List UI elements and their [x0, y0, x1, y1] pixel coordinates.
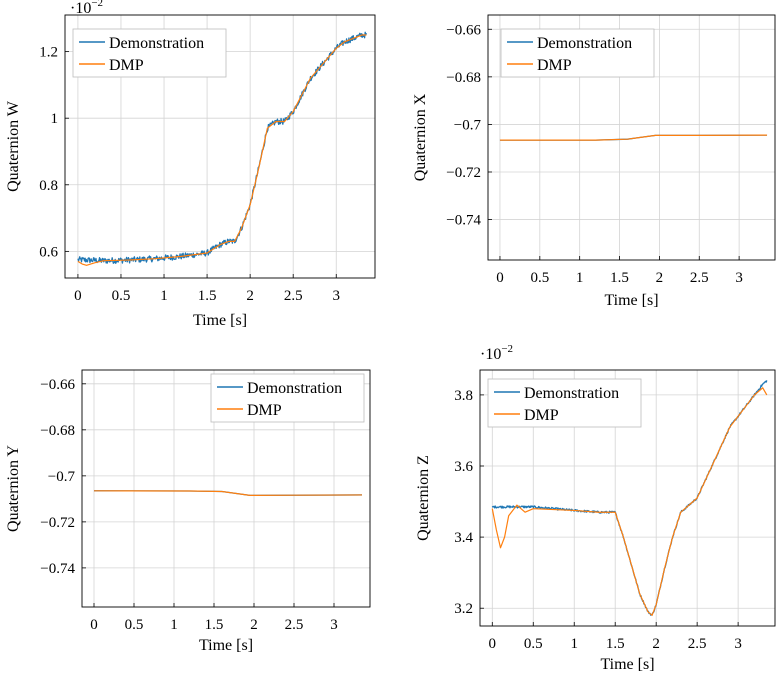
x-axis-label: Time [s] [604, 292, 658, 309]
y-tick-label: −0.74 [446, 213, 481, 229]
legend-label-demonstration: Demonstration [524, 385, 619, 402]
y-tick-label: 3.2 [454, 601, 473, 617]
multiplier-exponent: −2 [501, 343, 513, 355]
x-tick-label: 1 [160, 288, 168, 304]
x-axis-label: Time [s] [193, 312, 247, 329]
x-tick-label: 2.5 [688, 636, 707, 652]
y-axis-label: Quaternion X [412, 93, 429, 181]
y-axis-label: Quaternion Y [5, 445, 22, 532]
axis-multiplier: ·10−2 [70, 0, 103, 17]
x-axis-label: Time [s] [600, 656, 654, 673]
x-tick-label: 3 [734, 636, 742, 652]
multiplier-base: ·10 [480, 346, 501, 363]
y-tick-label: −0.68 [40, 423, 75, 439]
x-tick-label: 0.5 [524, 636, 543, 652]
x-tick-label: 1 [576, 270, 584, 286]
legend-box [500, 28, 655, 78]
x-tick-label: 3 [333, 288, 341, 304]
y-tick-label: −0.7 [48, 469, 76, 485]
y-tick-label: −0.72 [40, 515, 75, 531]
y-tick-label: 3.8 [454, 388, 473, 404]
series-line-dmp [77, 34, 367, 266]
chart-w: 0 0.5 1 1.5 2 2.5 3 0.6 0.8 1 1.2 Time [s] Quaternio… [5, 0, 376, 329]
legend-box [487, 378, 642, 428]
plot-frame [81, 369, 371, 608]
legend: Demonstration DMP [210, 373, 365, 423]
legend-label-demonstration: Demonstration [109, 35, 204, 52]
legend-label-dmp: DMP [109, 57, 144, 74]
x-tick-label: 2.5 [284, 288, 303, 304]
x-tick-label: 0 [496, 270, 504, 286]
legend: Demonstration DMP [72, 28, 227, 78]
legend-box [210, 373, 365, 423]
x-tick-label: 2.5 [690, 270, 709, 286]
series-line-dmp [93, 490, 363, 496]
y-tick-label: 0.8 [39, 178, 58, 194]
multiplier-exponent: −2 [91, 0, 103, 9]
y-tick-label: 0.6 [39, 244, 58, 260]
x-tick-label: 2 [246, 288, 254, 304]
x-tick-label: 1.5 [610, 270, 629, 286]
x-tick-label: 0.5 [112, 288, 131, 304]
legend-label-dmp: DMP [524, 407, 559, 424]
x-tick-label: 1.5 [606, 636, 625, 652]
y-tick-label: 1.2 [39, 45, 58, 61]
x-tick-label: 1.5 [205, 617, 224, 633]
y-tick-label: −0.66 [40, 377, 75, 393]
y-tick-label: 1 [51, 111, 59, 127]
x-tick-label: 2 [652, 636, 660, 652]
series-line-dmp [491, 387, 768, 616]
x-tick-label: 3 [735, 270, 743, 286]
x-tick-label: 1 [570, 636, 578, 652]
legend-label-dmp: DMP [537, 57, 572, 74]
axis-multiplier: ·10−2 [480, 343, 513, 363]
series-line-dmp [499, 134, 768, 141]
x-tick-label: 0.5 [125, 617, 144, 633]
chart-y: 0 0.5 1 1.5 2 2.5 3 −0.74 −0.72 −0.7 −0.68 −0.66 Tim… [5, 369, 371, 654]
y-tick-label: −0.7 [454, 117, 482, 133]
legend: Demonstration DMP [500, 28, 655, 78]
multiplier-base: ·10 [70, 0, 91, 17]
y-tick-label: −0.66 [446, 22, 481, 38]
x-tick-label: 2 [250, 617, 258, 633]
y-axis-label: Quaternion Z [415, 455, 432, 541]
x-tick-label: 3 [330, 617, 338, 633]
plot-frame [479, 369, 776, 627]
y-tick-label: −0.68 [446, 70, 481, 86]
chart-z: 0 0.5 1 1.5 2 2.5 3 3.2 3.4 3.6 3.8 Time [s] Quatern… [415, 343, 776, 673]
y-axis-label: Quaternion W [5, 100, 22, 192]
y-tick-label: −0.74 [40, 561, 75, 577]
plot-frame [487, 14, 776, 261]
x-tick-label: 2.5 [285, 617, 304, 633]
y-tick-label: −0.72 [446, 165, 481, 181]
y-tick-label: 3.6 [454, 459, 473, 475]
legend: Demonstration DMP [487, 378, 642, 428]
x-tick-label: 0.5 [530, 270, 549, 286]
x-tick-label: 1.5 [198, 288, 217, 304]
x-tick-label: 0 [90, 617, 98, 633]
y-tick-label: 3.4 [454, 530, 473, 546]
legend-label-demonstration: Demonstration [537, 35, 632, 52]
chart-x: 0 0.5 1 1.5 2 2.5 3 −0.74 −0.72 −0.7 −0.68 −0.66 Tim… [412, 14, 776, 309]
x-tick-label: 2 [656, 270, 664, 286]
x-tick-label: 0 [489, 636, 497, 652]
legend-label-dmp: DMP [247, 402, 282, 419]
x-tick-label: 1 [170, 617, 178, 633]
x-tick-label: 0 [74, 288, 82, 304]
legend-label-demonstration: Demonstration [247, 380, 342, 397]
x-axis-label: Time [s] [199, 637, 253, 654]
plot-frame [64, 14, 376, 279]
legend-box [72, 28, 227, 78]
